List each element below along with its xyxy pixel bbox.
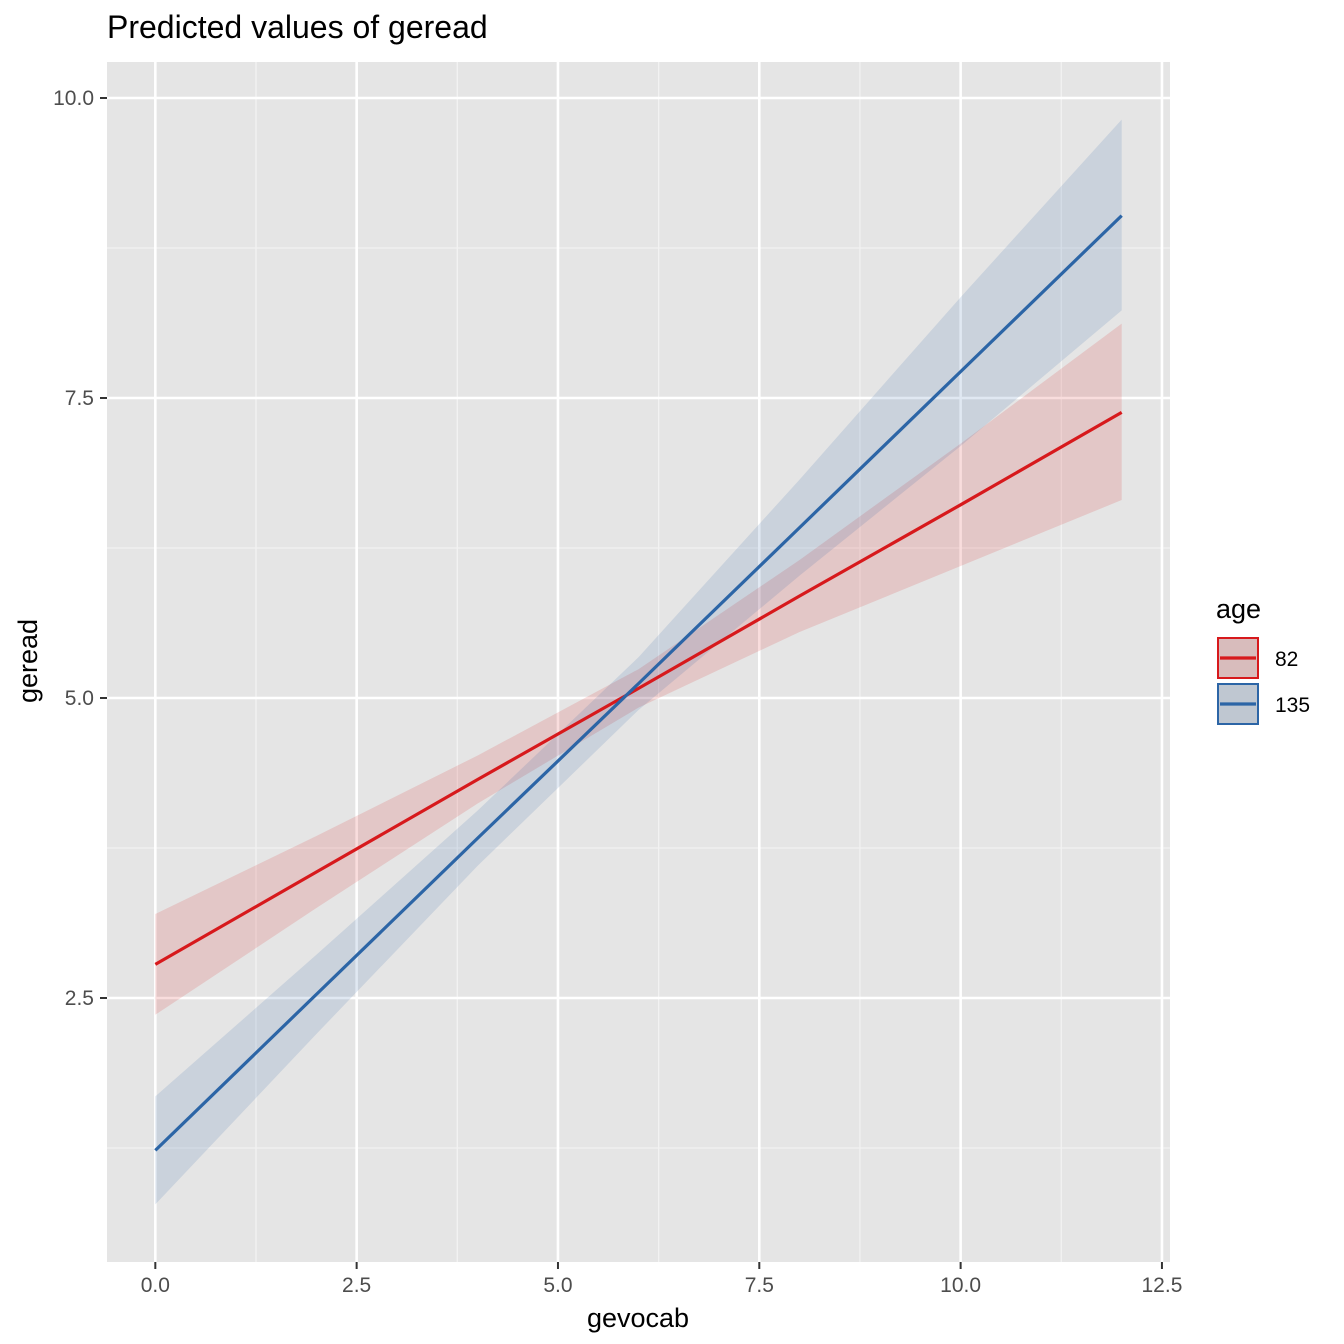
chart-title: Predicted values of geread: [107, 9, 488, 45]
x-axis-title: gevocab: [587, 1303, 689, 1333]
major-gridlines: [107, 62, 1170, 1262]
line-age-82: [154, 411, 1123, 966]
x-tick-label: 10.0: [940, 1274, 981, 1297]
legend-title: age: [1216, 594, 1261, 624]
y-tick-label: 10.0: [53, 87, 94, 110]
y-tick-label: 7.5: [65, 387, 94, 410]
x-tick-label: 2.5: [342, 1274, 371, 1297]
y-tick-label: 5.0: [65, 687, 94, 710]
y-tick-label: 2.5: [65, 987, 94, 1010]
legend-label-82: 82: [1275, 648, 1298, 671]
y-axis-title: geread: [13, 619, 43, 703]
confidence-ribbons: [155, 119, 1122, 1205]
x-tick-label: 12.5: [1142, 1274, 1183, 1297]
series-lines: [154, 214, 1123, 1152]
legend: age 82 135: [1216, 594, 1310, 725]
x-tick-label: 0.0: [141, 1274, 170, 1297]
x-tick-label: 5.0: [543, 1274, 572, 1297]
ribbon-age-82: [155, 323, 1122, 1015]
x-axis: 0.0 2.5 5.0 7.5 10.0 12.5: [141, 1262, 1183, 1297]
plot-panel: [107, 62, 1170, 1262]
legend-label-135: 135: [1275, 694, 1310, 717]
y-axis: 2.5 5.0 7.5 10.0: [53, 87, 107, 1010]
ribbon-age-135: [155, 119, 1122, 1205]
x-tick-label: 7.5: [745, 1274, 774, 1297]
line-age-135: [154, 214, 1123, 1152]
